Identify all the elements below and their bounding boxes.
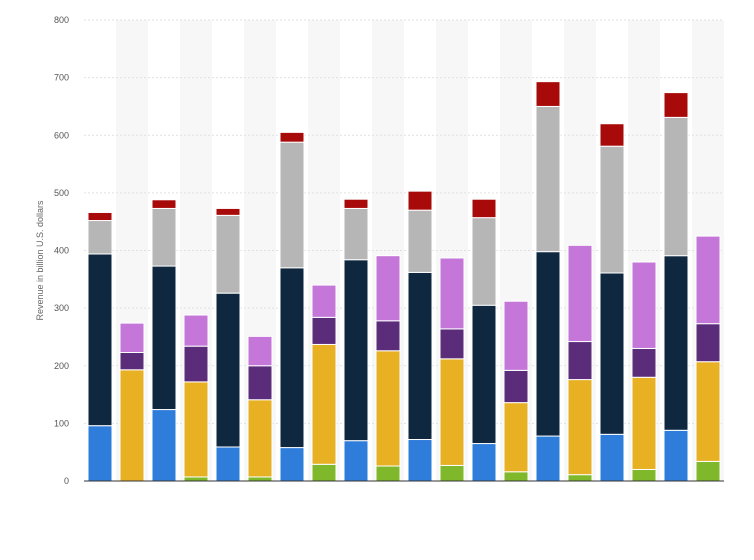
bar-segment-10-3: [375, 350, 401, 467]
bar-segment-12-7: [439, 257, 465, 330]
bar-segment-7-6: [279, 141, 305, 269]
bar-segment-6-3: [247, 399, 273, 478]
y-tick-label-700: 700: [54, 73, 69, 83]
bar-segment-4-5: [183, 345, 209, 383]
bar-segment-9-8: [343, 198, 369, 209]
bar-segment-17-8: [599, 123, 625, 147]
bar-segment-15-8: [535, 81, 561, 107]
y-tick-label-400: 400: [54, 246, 69, 256]
y-axis-title: Revenue in billion U.S. dollars: [35, 200, 45, 321]
bar-segment-19-1: [663, 429, 689, 482]
bar-segment-18-2: [631, 468, 657, 482]
bar-segment-20-5: [695, 323, 721, 363]
bar-segment-11-4: [407, 271, 433, 441]
bar-segment-18-3: [631, 376, 657, 470]
bar-segment-18-5: [631, 347, 657, 378]
y-tick-label-300: 300: [54, 303, 69, 313]
bar-segment-13-4: [471, 304, 497, 445]
bar-segment-8-3: [311, 343, 337, 465]
bar-segment-10-2: [375, 465, 401, 482]
bar-segment-2-3: [119, 369, 145, 482]
bar-segment-17-6: [599, 145, 625, 274]
bar-segment-5-6: [215, 214, 241, 294]
bar-segment-4-2: [183, 476, 209, 482]
bar-segment-6-2: [247, 476, 273, 482]
bar-segment-12-5: [439, 328, 465, 360]
bar-segment-9-4: [343, 259, 369, 442]
bar-segment-7-1: [279, 447, 305, 482]
bar-segment-11-1: [407, 439, 433, 482]
bar-segment-3-6: [151, 207, 177, 267]
bar-segment-7-4: [279, 267, 305, 449]
bar-segment-1-1: [87, 425, 113, 482]
bar-segment-16-5: [567, 341, 593, 381]
bar-segment-20-7: [695, 235, 721, 325]
bar-segment-1-6: [87, 220, 113, 255]
bar-segment-20-3: [695, 361, 721, 462]
bar-segment-15-1: [535, 435, 561, 482]
y-tick-label-800: 800: [54, 15, 69, 25]
bar-segment-13-6: [471, 217, 497, 306]
bar-segment-16-2: [567, 474, 593, 482]
bar-segment-16-7: [567, 244, 593, 343]
bar-segment-2-7: [119, 322, 145, 353]
bar-segment-20-2: [695, 460, 721, 482]
bar-segment-9-6: [343, 207, 369, 261]
bar-segment-14-5: [503, 369, 529, 404]
bar-segment-18-7: [631, 261, 657, 349]
bar-segment-14-2: [503, 471, 529, 482]
bar-segment-14-7: [503, 300, 529, 371]
bar-segment-6-7: [247, 335, 273, 367]
bar-segment-1-4: [87, 253, 113, 427]
bar-segment-12-3: [439, 358, 465, 466]
bar-segment-4-3: [183, 381, 209, 478]
bar-segment-8-5: [311, 316, 337, 345]
bar-segment-15-6: [535, 105, 561, 253]
bar-segment-6-5: [247, 365, 273, 401]
bar-segment-17-1: [599, 433, 625, 482]
bar-segment-8-2: [311, 463, 337, 482]
bar-segment-3-4: [151, 265, 177, 411]
bar-segment-14-3: [503, 402, 529, 473]
y-tick-label-200: 200: [54, 361, 69, 371]
bar-segment-19-4: [663, 255, 689, 431]
bar-segment-12-2: [439, 464, 465, 482]
bar-segment-2-5: [119, 351, 145, 371]
bar-segment-15-4: [535, 251, 561, 437]
bar-segment-1-8: [87, 211, 113, 222]
bar-segment-5-4: [215, 292, 241, 448]
bar-segment-13-8: [471, 198, 497, 219]
bar-segment-9-1: [343, 440, 369, 482]
bar-segment-10-7: [375, 255, 401, 322]
bars: [87, 81, 721, 482]
bar-segment-13-1: [471, 443, 497, 482]
bar-segment-17-4: [599, 272, 625, 435]
bar-segment-11-6: [407, 209, 433, 273]
bar-segment-10-5: [375, 320, 401, 352]
bar-segment-8-7: [311, 284, 337, 318]
bar-segment-3-1: [151, 409, 177, 482]
bar-segment-7-8: [279, 131, 305, 143]
bar-segment-19-6: [663, 116, 689, 257]
y-tick-label-100: 100: [54, 418, 69, 428]
bar-segment-11-8: [407, 190, 433, 211]
bar-segment-16-3: [567, 379, 593, 476]
y-tick-label-500: 500: [54, 188, 69, 198]
bar-segment-4-7: [183, 314, 209, 347]
y-tick-label-0: 0: [64, 476, 69, 486]
bar-segment-19-8: [663, 92, 689, 118]
y-tick-label-600: 600: [54, 130, 69, 140]
bar-segment-3-8: [151, 199, 177, 209]
bar-segment-5-8: [215, 207, 241, 216]
bar-segment-5-1: [215, 446, 241, 482]
